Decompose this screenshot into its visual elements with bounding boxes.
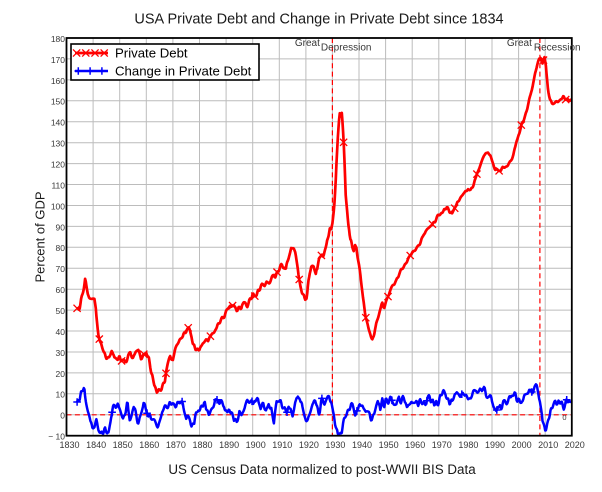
svg-text:80: 80	[56, 243, 66, 253]
svg-text:US Census Data normalized to p: US Census Data normalized to post-WWII B…	[168, 462, 476, 477]
svg-text:1930: 1930	[325, 440, 345, 450]
svg-text:140: 140	[51, 118, 65, 128]
svg-text:1960: 1960	[405, 440, 425, 450]
svg-text:Great: Great	[295, 38, 320, 49]
svg-text:− 10: − 10	[48, 432, 65, 442]
svg-text:30: 30	[56, 348, 66, 358]
svg-text:160: 160	[51, 76, 65, 86]
svg-text:130: 130	[51, 139, 65, 149]
svg-text:Change in Private Debt: Change in Private Debt	[115, 64, 252, 79]
svg-text:1950: 1950	[379, 440, 399, 450]
svg-text:1880: 1880	[192, 440, 212, 450]
svg-text:1980: 1980	[458, 440, 478, 450]
svg-text:170: 170	[51, 55, 65, 65]
svg-text:1940: 1940	[352, 440, 372, 450]
svg-text:Recession: Recession	[534, 43, 581, 54]
svg-text:1850: 1850	[113, 440, 133, 450]
svg-text:20: 20	[56, 369, 66, 379]
svg-text:0: 0	[562, 413, 566, 422]
svg-text:40: 40	[56, 327, 66, 337]
svg-text:1890: 1890	[219, 440, 239, 450]
svg-text:90: 90	[56, 222, 66, 232]
svg-text:1870: 1870	[166, 440, 186, 450]
svg-text:60: 60	[56, 285, 66, 295]
svg-text:110: 110	[51, 180, 65, 190]
svg-text:1910: 1910	[272, 440, 292, 450]
svg-text:120: 120	[51, 160, 65, 170]
svg-text:2020: 2020	[565, 440, 585, 450]
svg-text:10: 10	[56, 390, 66, 400]
svg-text:1920: 1920	[299, 440, 319, 450]
svg-text:1900: 1900	[246, 440, 266, 450]
svg-text:180: 180	[51, 34, 65, 44]
svg-text:Great: Great	[507, 38, 532, 49]
svg-text:USA Private Debt and Change in: USA Private Debt and Change in Private D…	[134, 12, 503, 28]
svg-text:100: 100	[51, 201, 65, 211]
svg-text:1840: 1840	[86, 440, 106, 450]
svg-text:50: 50	[56, 306, 66, 316]
svg-text:Percent of GDP: Percent of GDP	[33, 191, 48, 282]
svg-text:1860: 1860	[139, 440, 159, 450]
svg-text:0: 0	[60, 411, 65, 421]
svg-text:1990: 1990	[485, 440, 505, 450]
svg-text:2010: 2010	[538, 440, 558, 450]
svg-text:70: 70	[56, 264, 66, 274]
svg-text:150: 150	[51, 97, 65, 107]
svg-text:1830: 1830	[59, 440, 79, 450]
svg-text:2000: 2000	[512, 440, 532, 450]
svg-text:Private Debt: Private Debt	[115, 46, 188, 61]
svg-text:1970: 1970	[432, 440, 452, 450]
svg-text:Depression: Depression	[321, 43, 372, 54]
